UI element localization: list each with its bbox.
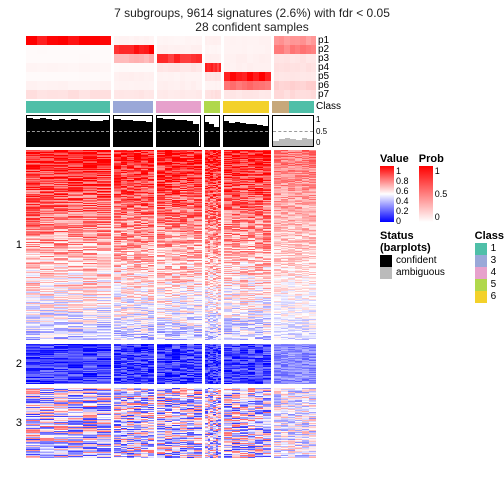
status-legend: Status (barplots) confidentambiguous (380, 230, 467, 303)
row-block-label: 3 (6, 388, 24, 458)
class-label: Class (314, 101, 372, 113)
prob-colorbar (419, 166, 433, 222)
row-block-labels: 123 (6, 36, 24, 458)
prob-legend: Prob 10.50 (419, 153, 448, 222)
prob-ticks: 10.50 (435, 166, 448, 222)
value-ticks: 10.80.60.40.20 (396, 166, 409, 222)
row-block-label: 2 (6, 344, 24, 384)
chart-title: 7 subgroups, 9614 signatures (2.6%) with… (6, 6, 498, 34)
p-row-label: p7 (316, 90, 374, 99)
value-legend: Value 10.80.60.40.20 (380, 153, 409, 222)
legend-panel: Value 10.80.60.40.20 Prob 10.50 Status (… (374, 36, 504, 458)
value-colorbar (380, 166, 394, 222)
title-line-1: 7 subgroups, 9614 signatures (2.6%) with… (6, 6, 498, 20)
row-block-label: 1 (6, 150, 24, 340)
heatmap-panel: p1p2p3p4p5p6p7Class10.50 (26, 36, 372, 458)
class-legend: Class 13456 (475, 230, 504, 303)
title-line-2: 28 confident samples (6, 20, 498, 34)
p-row-labels (380, 36, 504, 149)
